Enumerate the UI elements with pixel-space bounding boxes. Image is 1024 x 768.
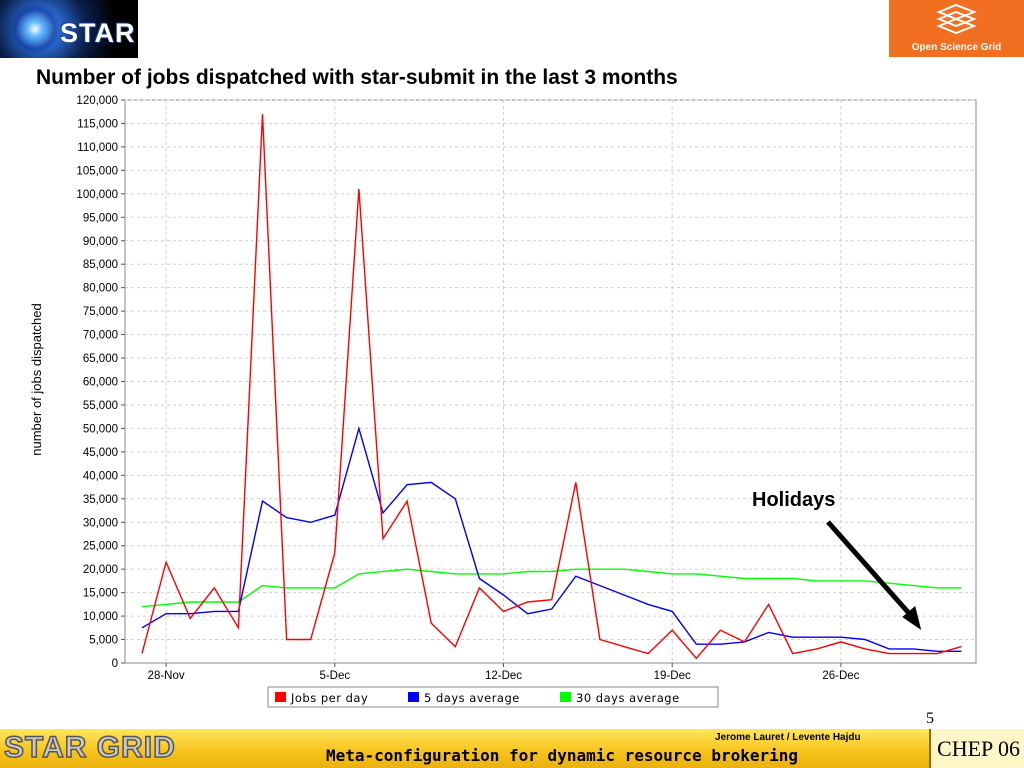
footer-bar: STAR GRID Jerome Lauret / Levente Hajdu …: [0, 729, 1024, 768]
holidays-annotation: Holidays: [752, 489, 835, 511]
y-tick-label: 30,000: [83, 517, 118, 529]
y-tick-label: 5,000: [89, 635, 118, 647]
y-tick-label: 15,000: [83, 588, 118, 600]
legend-swatch: [275, 692, 286, 702]
y-tick-label: 40,000: [83, 470, 118, 482]
y-tick-label: 70,000: [83, 330, 118, 342]
y-tick-label: 115,000: [77, 118, 118, 130]
y-tick-label: 55,000: [83, 400, 118, 412]
legend-entry: Jobs per day: [290, 691, 368, 705]
slide-number: 5: [926, 710, 934, 727]
footer-subtitle: Meta-configuration for dynamic resource …: [326, 746, 799, 765]
y-tick-label: 45,000: [83, 447, 118, 459]
x-tick-label: 26-Dec: [822, 670, 859, 682]
annotation-arrow-shaft: [826, 520, 916, 620]
legend-swatch: [560, 692, 571, 702]
y-tick-label: 90,000: [83, 236, 118, 248]
y-tick-label: 85,000: [83, 259, 118, 271]
legend-box: [267, 686, 719, 708]
star-logo-text: STAR: [60, 18, 136, 48]
y-axis-label: number of jobs dispatched: [29, 303, 44, 455]
legend-entry: 30 days average: [576, 691, 680, 705]
chep-logo: CHEP 06: [929, 729, 1024, 768]
y-tick-label: 100,000: [76, 189, 118, 201]
star-logo: STAR: [0, 0, 138, 58]
footer-brand: STAR GRID: [3, 730, 176, 765]
y-tick-label: 50,000: [83, 423, 118, 435]
x-tick-label: 12-Dec: [485, 670, 522, 682]
annotation-arrow-head: [902, 606, 922, 630]
y-tick-label: 65,000: [83, 353, 118, 365]
osg-logo-text: Open Science Grid: [911, 42, 1002, 53]
series-line-5-days-average: [141, 425, 962, 652]
y-tick-label: 35,000: [83, 494, 118, 506]
x-tick-label: 28-Nov: [148, 670, 185, 682]
star-burst-icon: [10, 4, 60, 54]
y-tick-label: 20,000: [83, 564, 118, 576]
y-tick-label: 60,000: [83, 377, 118, 389]
y-tick-label: 10,000: [83, 611, 118, 623]
y-tick-label: 105,000: [76, 165, 118, 177]
chart-legend: Jobs per day 5 days average 30 days averag…: [267, 686, 719, 708]
y-tick-label: 25,000: [83, 541, 118, 553]
legend-swatch: [408, 692, 419, 702]
series-line-30-days-average: [141, 568, 962, 608]
footer-authors: Jerome Lauret / Levente Hajdu: [715, 732, 861, 743]
chart-title: Number of jobs dispatched with star-subm…: [36, 66, 678, 89]
y-tick-label: 75,000: [83, 306, 118, 318]
x-tick-label: 5-Dec: [319, 670, 350, 682]
legend-entry: 5 days average: [424, 691, 520, 705]
y-tick-label: 120,000: [76, 95, 118, 107]
y-tick-label: 0: [112, 658, 118, 670]
series-line-jobs-per-day: [141, 114, 962, 660]
x-tick-label: 19-Dec: [654, 670, 691, 682]
y-tick-label: 95,000: [83, 212, 118, 224]
y-tick-label: 110,000: [77, 142, 118, 154]
y-tick-label: 80,000: [83, 283, 118, 295]
open-science-grid-logo: Open Science Grid: [889, 0, 1024, 57]
stacked-layers-icon: [936, 3, 977, 35]
